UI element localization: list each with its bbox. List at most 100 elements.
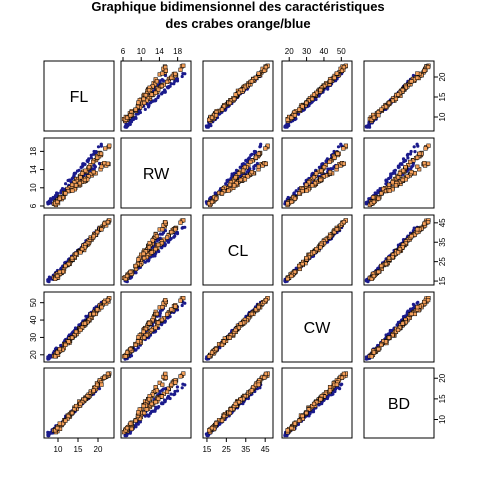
point-blue — [224, 182, 228, 186]
point-blue — [167, 240, 171, 244]
point-orange — [181, 63, 186, 68]
point-orange — [422, 221, 427, 226]
point-orange — [300, 189, 305, 194]
point-orange — [74, 251, 79, 256]
point-blue — [62, 188, 66, 192]
point-orange — [369, 276, 374, 281]
panel-CW-FL — [43, 291, 115, 363]
point-orange — [142, 100, 147, 105]
point-orange — [149, 250, 154, 255]
point-orange — [55, 273, 60, 279]
point-blue — [157, 405, 161, 409]
panel-CL-CL: CL — [202, 214, 274, 286]
point-orange — [142, 410, 147, 416]
panel-BD-BD: BD — [363, 367, 435, 439]
point-blue — [153, 409, 157, 413]
point-orange — [304, 188, 309, 193]
point-orange — [334, 227, 339, 232]
point-blue — [410, 165, 414, 169]
point-orange — [209, 350, 215, 355]
panel-CL-FL — [43, 214, 115, 286]
point-blue — [157, 94, 161, 98]
point-orange — [263, 298, 268, 303]
point-orange — [379, 107, 384, 112]
point-orange — [102, 221, 107, 226]
point-orange — [91, 170, 96, 175]
point-orange — [306, 407, 311, 412]
point-orange — [328, 388, 333, 393]
point-orange — [383, 104, 389, 109]
point-orange — [220, 418, 225, 423]
point-orange — [234, 181, 239, 186]
point-blue — [146, 105, 151, 109]
point-orange — [95, 307, 100, 312]
point-orange — [173, 304, 178, 309]
point-blue — [234, 168, 239, 172]
point-orange — [154, 234, 159, 239]
point-orange — [227, 335, 232, 340]
tick-label-CW: 30 — [302, 47, 311, 56]
tick-label-FL: 20 — [438, 72, 447, 81]
point-orange — [178, 220, 183, 225]
point-blue — [77, 323, 81, 327]
tick-label-CW: 30 — [29, 332, 38, 341]
point-orange — [289, 115, 294, 120]
point-blue — [77, 168, 81, 172]
point-blue — [364, 202, 368, 206]
panel-RW-FL — [43, 137, 115, 209]
point-blue — [169, 392, 173, 396]
point-orange — [129, 426, 134, 431]
point-orange — [144, 333, 149, 338]
point-orange — [154, 311, 159, 316]
point-blue — [64, 182, 68, 186]
point-orange — [236, 171, 241, 176]
point-orange — [70, 335, 75, 340]
point-orange — [256, 382, 261, 387]
point-orange — [153, 400, 158, 405]
point-orange — [214, 113, 219, 118]
point-orange — [135, 339, 140, 344]
point-orange — [297, 107, 302, 112]
tick-label-RW: 10 — [29, 183, 38, 192]
point-orange — [306, 180, 311, 185]
point-orange — [383, 339, 389, 344]
variable-label-BD: BD — [388, 396, 410, 413]
point-orange — [141, 96, 146, 101]
point-orange — [153, 325, 158, 330]
point-orange — [160, 305, 165, 310]
panel-CW-RW — [120, 291, 192, 363]
point-blue — [143, 107, 147, 111]
point-orange — [207, 354, 212, 359]
point-orange — [262, 375, 267, 380]
tick-label-RW: 6 — [121, 47, 126, 56]
point-orange — [156, 242, 161, 247]
point-blue — [160, 232, 164, 236]
point-orange — [289, 426, 294, 431]
point-orange — [159, 83, 164, 89]
panel-FL-RW — [120, 60, 192, 132]
point-orange — [78, 250, 83, 255]
point-orange — [99, 305, 104, 310]
point-orange — [149, 327, 154, 333]
point-orange — [238, 177, 243, 182]
point-blue — [181, 72, 185, 76]
point-blue — [294, 189, 298, 193]
point-orange — [241, 168, 246, 173]
point-blue — [225, 178, 229, 183]
point-blue — [325, 157, 329, 161]
point-orange — [141, 251, 146, 256]
point-orange — [181, 296, 186, 301]
point-orange — [57, 347, 62, 352]
point-blue — [366, 124, 370, 128]
point-orange — [292, 196, 297, 201]
point-orange — [423, 146, 428, 151]
point-orange — [401, 168, 406, 173]
variable-label-FL: FL — [70, 89, 89, 106]
point-blue — [340, 382, 344, 386]
panel-CW-CL — [202, 291, 274, 363]
point-blue — [72, 172, 76, 176]
tick-label-CL: 25 — [222, 445, 231, 454]
point-orange — [422, 299, 427, 305]
point-orange — [304, 100, 309, 105]
point-orange — [125, 426, 130, 431]
